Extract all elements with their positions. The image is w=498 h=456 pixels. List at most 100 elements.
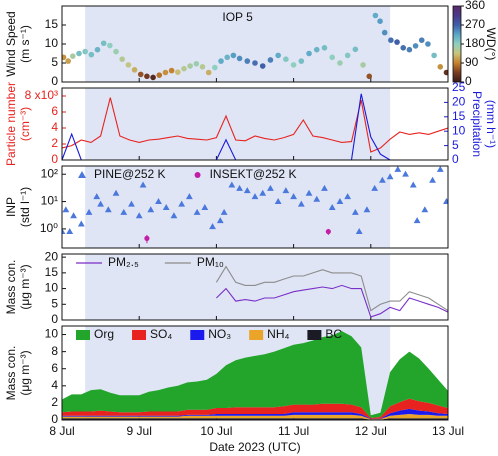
point	[162, 69, 169, 76]
point	[168, 67, 175, 74]
point	[224, 54, 231, 61]
x-tick-label: 13 Jul	[432, 424, 464, 438]
colorbar-tick-label: 180	[465, 36, 485, 50]
point	[85, 208, 93, 215]
point	[236, 55, 243, 62]
point	[77, 220, 85, 227]
point	[228, 181, 236, 188]
point	[113, 48, 119, 55]
point	[162, 204, 170, 211]
point	[437, 64, 444, 70]
point	[62, 206, 70, 213]
point	[104, 206, 112, 213]
area	[62, 331, 448, 418]
point	[144, 73, 150, 80]
point	[70, 212, 77, 219]
point	[344, 193, 352, 200]
point	[313, 195, 321, 202]
point	[372, 12, 379, 19]
point	[355, 227, 363, 234]
plot-frame	[61, 87, 449, 161]
x-tick-label: 9 Jul	[127, 424, 152, 438]
point	[131, 67, 138, 73]
point	[100, 40, 107, 47]
point	[150, 74, 156, 81]
point	[209, 223, 216, 230]
data-layer	[62, 12, 448, 81]
point	[205, 69, 212, 76]
x-axis-label: Date 2023 (UTC)	[209, 440, 300, 454]
point	[275, 52, 281, 59]
point	[352, 46, 359, 53]
point	[187, 63, 193, 69]
point	[218, 58, 224, 64]
y-tick-label: 0	[51, 74, 58, 88]
point	[212, 64, 218, 71]
point	[128, 200, 135, 207]
y-axis-label: Particle number	[4, 82, 18, 166]
point	[147, 206, 155, 213]
point	[305, 189, 313, 196]
legend-label: SO₄	[150, 327, 172, 341]
point	[351, 208, 359, 215]
point	[193, 60, 200, 67]
annotation: IOP 5	[222, 10, 253, 24]
point	[88, 51, 95, 58]
point	[290, 62, 297, 68]
point	[429, 176, 436, 183]
point	[377, 18, 383, 25]
point	[325, 228, 331, 235]
colorbar-label: WD(°)	[484, 28, 498, 61]
point	[371, 184, 379, 191]
legend-swatch	[249, 330, 264, 340]
x-tick-label: 12 Jul	[355, 424, 387, 438]
point	[135, 212, 143, 219]
point	[62, 54, 67, 61]
y-tick-label: 15	[45, 265, 59, 279]
legend-label: Org	[94, 327, 114, 341]
y-tick-label: 10	[45, 36, 59, 50]
point	[112, 189, 120, 196]
point	[94, 46, 101, 53]
y-tick-label: 8	[51, 344, 58, 358]
point	[65, 58, 71, 64]
point	[252, 60, 258, 66]
point	[175, 69, 181, 75]
y2-tick-label: 10	[452, 123, 466, 137]
point	[386, 173, 394, 180]
point	[76, 50, 82, 57]
colorbar-tick-label: 270	[465, 17, 485, 31]
y2-tick-label: 0	[452, 152, 459, 166]
point	[139, 181, 147, 188]
point	[394, 166, 402, 172]
legend-label: PM₁₀	[197, 255, 224, 269]
point	[321, 184, 328, 191]
colorbar	[452, 5, 462, 83]
colorbar-tick-label: 90	[465, 55, 479, 69]
point	[402, 170, 409, 177]
point	[236, 184, 243, 191]
y2-tick-label: 15	[452, 109, 466, 123]
point	[336, 197, 344, 204]
y-tick-label: 6	[51, 104, 58, 118]
y2-tick-label: 5	[452, 138, 459, 152]
point	[274, 197, 282, 204]
legend-label: NH₄	[267, 327, 289, 341]
area	[62, 414, 448, 420]
point	[306, 50, 312, 57]
point	[366, 73, 373, 80]
point	[62, 227, 66, 234]
point	[119, 56, 126, 62]
point	[394, 39, 400, 45]
y-axis-label: (cm⁻³)	[18, 107, 32, 141]
y-tick-label: 5	[51, 55, 58, 69]
x-tick-label: 10 Jul	[200, 424, 232, 438]
point	[328, 204, 336, 211]
y-tick-label: 2	[51, 136, 58, 150]
point	[283, 56, 289, 62]
point	[409, 181, 417, 188]
y-axis-label: INP	[4, 197, 18, 217]
point	[259, 189, 267, 196]
